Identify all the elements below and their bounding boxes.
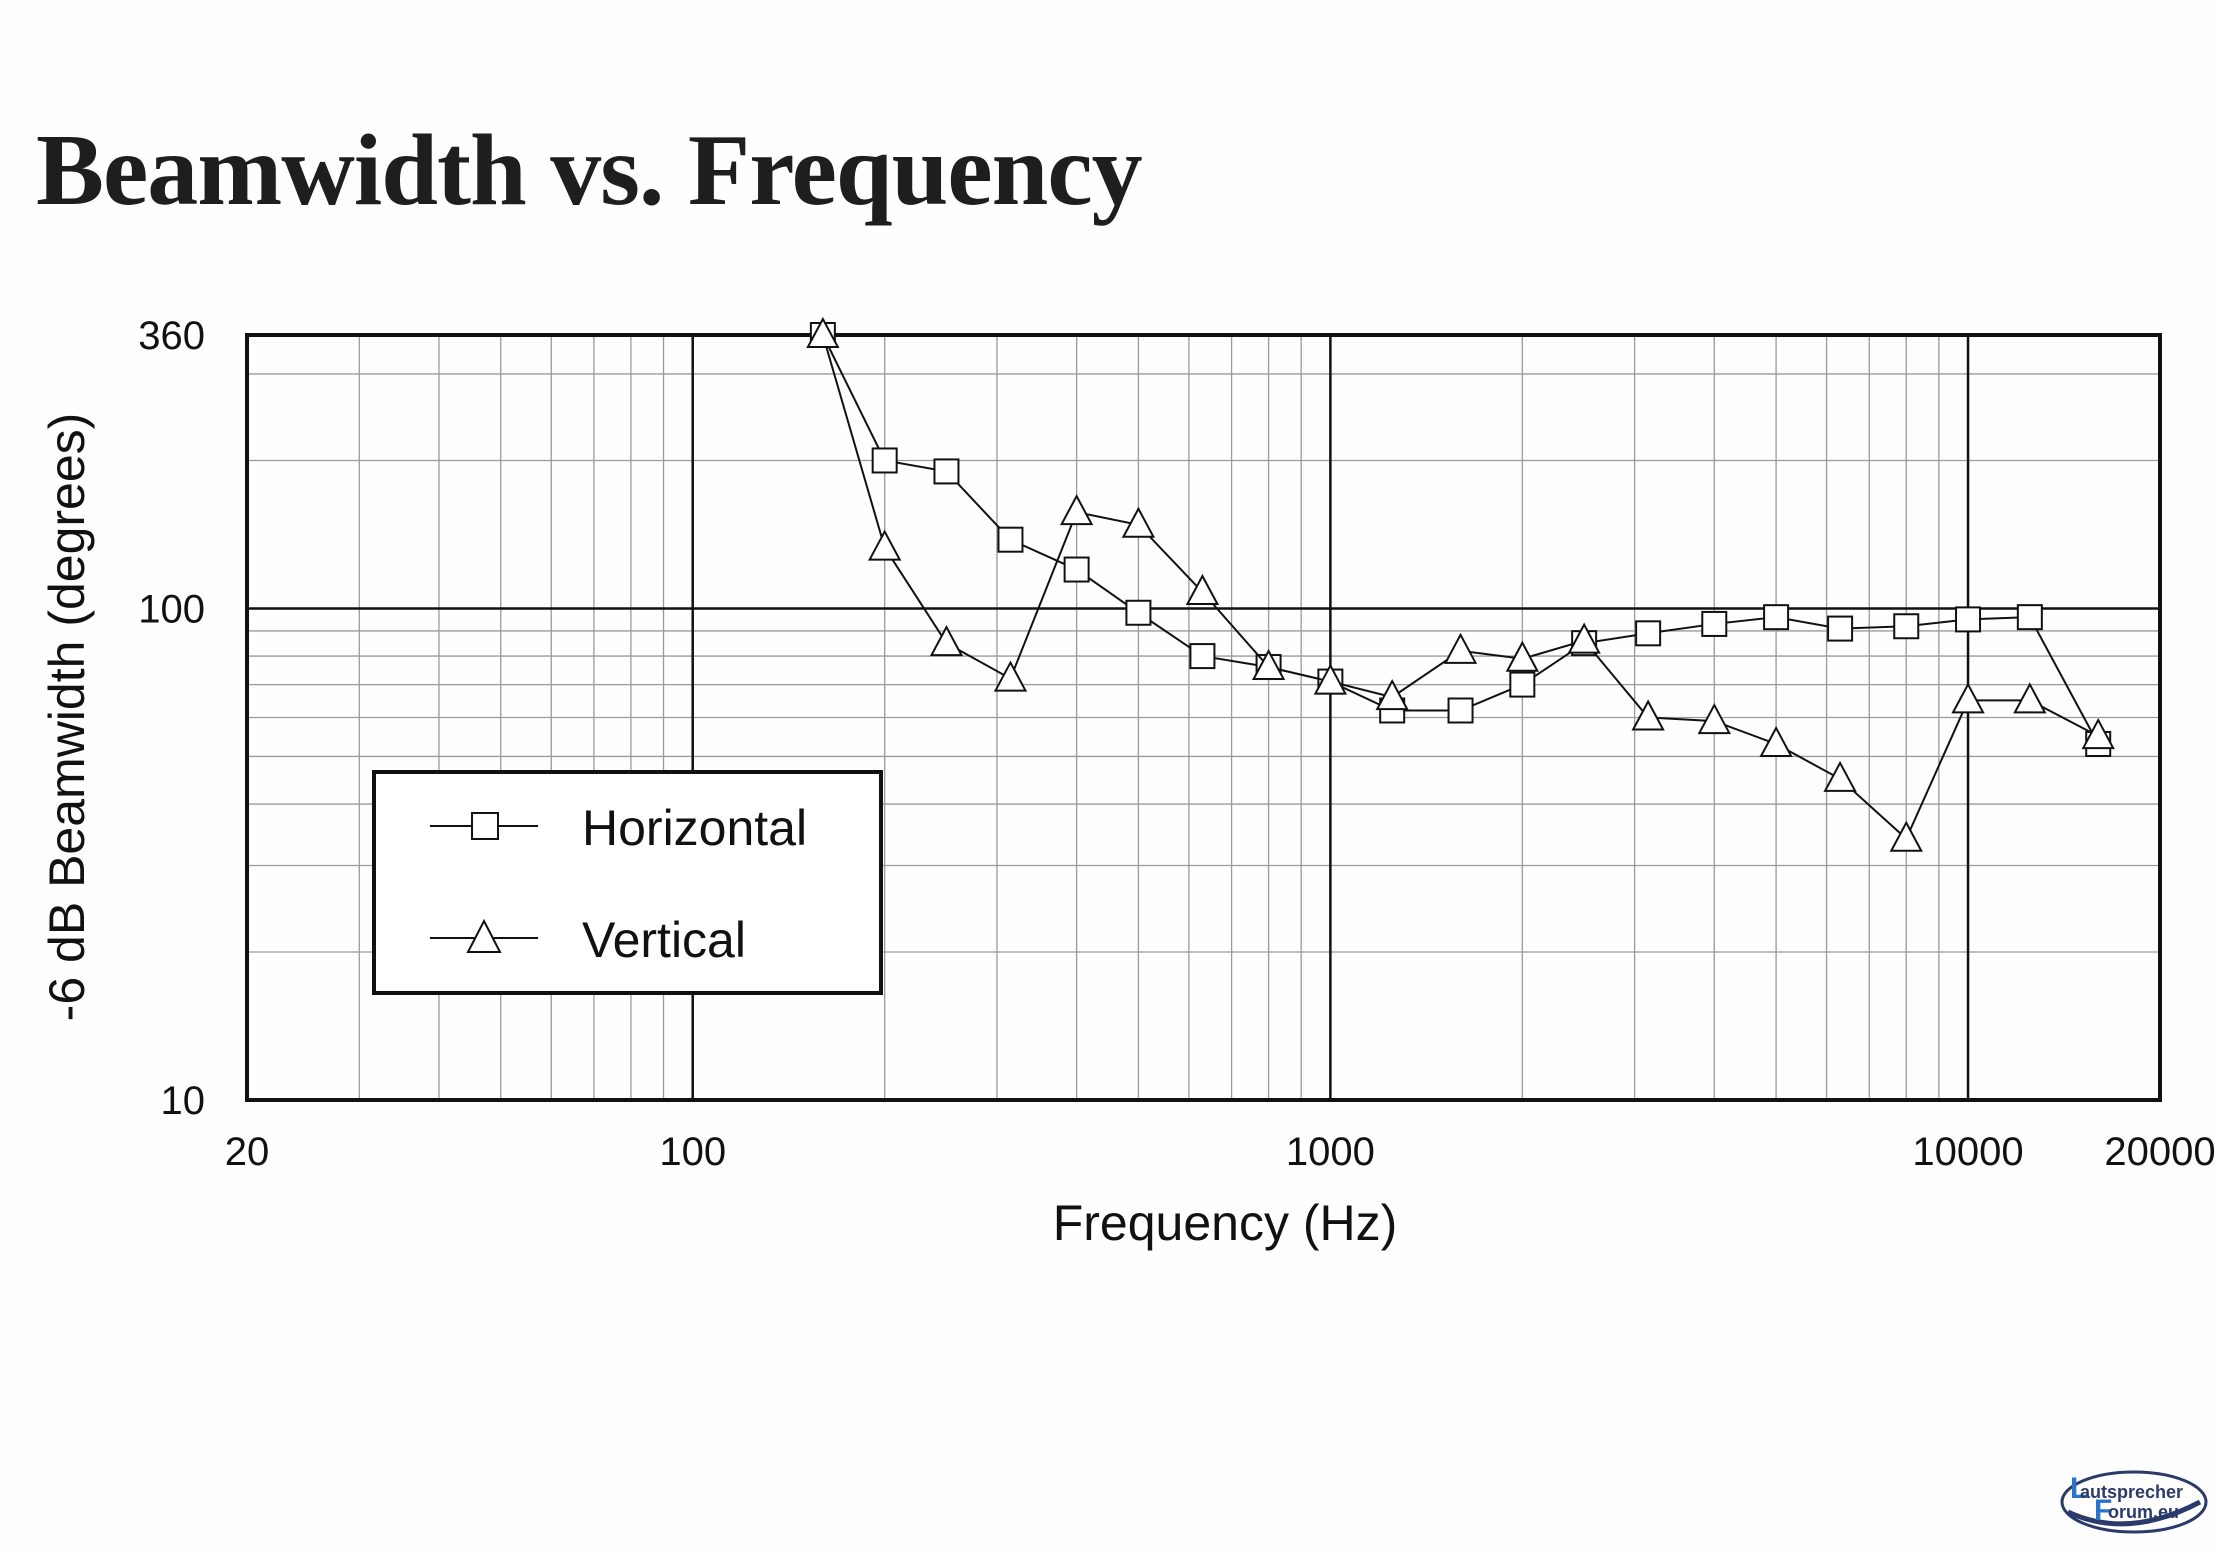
- horizontal-point: [1636, 621, 1660, 645]
- y-tick-label: 360: [138, 314, 205, 358]
- x-tick-label: 10000: [1912, 1130, 2023, 1174]
- horizontal-point: [998, 528, 1022, 552]
- vertical-point: [870, 532, 900, 560]
- legend-label-vertical: Vertical: [582, 912, 746, 968]
- horizontal-point: [1126, 601, 1150, 625]
- x-axis-label: Frequency (Hz): [1053, 1195, 1398, 1251]
- lautsprecher-forum-logo: L autsprecher F orum.eu: [2058, 1466, 2208, 1538]
- legend-marker-square: [472, 813, 498, 839]
- series-line-vertical: [823, 335, 2098, 839]
- y-tick-label: 100: [138, 587, 205, 631]
- x-tick-label: 20: [225, 1130, 270, 1174]
- vertical-point: [1825, 763, 1855, 791]
- horizontal-point: [1449, 699, 1473, 723]
- vertical-point: [1761, 728, 1791, 756]
- series-layer: [808, 319, 2113, 851]
- tick-labels: 20 100 1000 10000 20000 10 100 360: [138, 314, 2215, 1174]
- legend-label-horizontal: Horizontal: [582, 800, 807, 856]
- horizontal-point: [1702, 612, 1726, 636]
- horizontal-point: [1065, 558, 1089, 582]
- vertical-point: [1062, 496, 1092, 524]
- horizontal-point: [1828, 617, 1852, 641]
- vertical-point: [995, 663, 1025, 691]
- legend: Horizontal Vertical: [374, 772, 881, 993]
- horizontal-point: [934, 459, 958, 483]
- x-tick-label: 1000: [1286, 1130, 1375, 1174]
- horizontal-point: [1764, 605, 1788, 629]
- y-axis-label: -6 dB Beamwidth (degrees): [39, 413, 95, 1022]
- horizontal-point: [1510, 673, 1534, 697]
- x-tick-label: 20000: [2104, 1130, 2215, 1174]
- horizontal-point: [2018, 605, 2042, 629]
- horizontal-point: [873, 448, 897, 472]
- vertical-point: [1699, 705, 1729, 733]
- y-tick-label: 10: [161, 1079, 206, 1123]
- horizontal-point: [1190, 644, 1214, 668]
- horizontal-point: [1894, 614, 1918, 638]
- vertical-point: [1446, 635, 1476, 663]
- vertical-point: [1953, 684, 1983, 712]
- vertical-point: [1891, 823, 1921, 851]
- x-tick-label: 100: [659, 1130, 726, 1174]
- vertical-point: [2015, 684, 2045, 712]
- horizontal-point: [1956, 607, 1980, 631]
